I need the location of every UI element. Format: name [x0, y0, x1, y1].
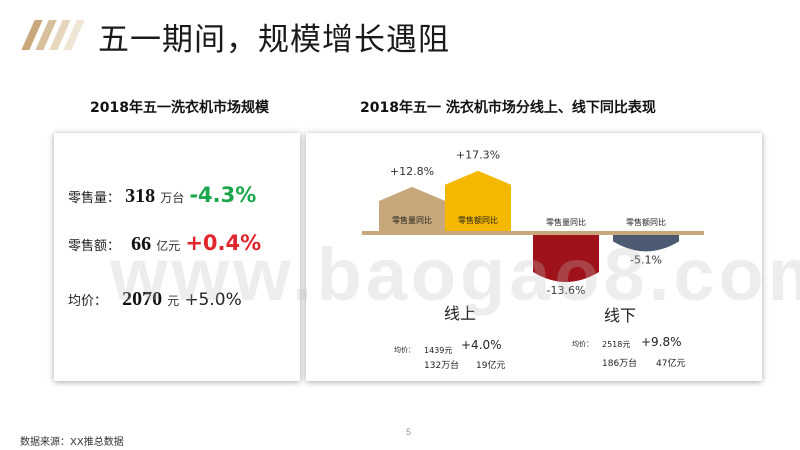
market-size-panel: 零售量： 318 万台 -4.3% 零售额： 66 亿元 +0.4% 均价： 2… [54, 133, 300, 381]
yoy-chart: +12.8% 零售量同比 +17.3% 零售额同比 -13.6% 零售量同比 -5.1% 零售… [362, 149, 704, 297]
metric-value: 2070 [122, 288, 163, 310]
metric-value: 318 [125, 185, 156, 207]
page-number: 5 [406, 427, 412, 437]
bar-3 [613, 233, 679, 252]
metric-volume: 零售量： 318 万台 -4.3% [68, 183, 256, 208]
left-heading: 2018年五一洗衣机市场规模 [90, 100, 269, 116]
value-label: +12.8% [390, 165, 434, 178]
bar-label: 零售量同比 [392, 215, 432, 225]
offline-price-label: 均价： [572, 340, 593, 348]
online-volume: 132万台 [424, 361, 460, 371]
data-source: 数据来源：XX推总数据 [20, 437, 124, 448]
header-decoration [21, 20, 85, 50]
metric-revenue: 零售额： 66 亿元 +0.4% [68, 231, 261, 256]
online-price-label: 均价： [394, 346, 415, 354]
metric-value: 66 [131, 233, 152, 255]
metric-label: 零售量： [68, 191, 121, 206]
metric-price: 均价： 2070 元 +5.0% [68, 288, 242, 311]
metric-unit: 亿元 [156, 239, 181, 253]
metric-unit: 万台 [160, 191, 185, 205]
bar-label: 零售额同比 [458, 215, 498, 225]
right-heading: 2018年五一 洗衣机市场分线上、线下同比表现 [360, 100, 656, 116]
bar-2 [533, 233, 599, 282]
metric-change: -4.3% [189, 183, 257, 207]
offline-revenue: 47亿元 [656, 359, 686, 369]
online-price: 1439元 [424, 346, 453, 355]
value-label: -5.1% [630, 253, 662, 266]
offline-price: 2518元 [602, 340, 631, 349]
metric-change: +5.0% [184, 290, 242, 310]
value-label: -13.6% [547, 284, 586, 297]
offline-price-change: +9.8% [641, 335, 682, 349]
value-label: +17.3% [456, 149, 500, 162]
bar-0 [379, 186, 445, 233]
page-title: 五一期间，规模增长遇阻 [98, 22, 450, 58]
group-label-online: 线上 [444, 304, 477, 323]
bar-label: 零售量同比 [546, 217, 586, 227]
offline-volume: 186万台 [602, 359, 638, 369]
metric-label: 零售额： [68, 239, 121, 254]
online-offline-panel: +12.8% 零售量同比 +17.3% 零售额同比 -13.6% 零售量同比 -5.1% 零售… [306, 133, 762, 381]
bar-label: 零售额同比 [626, 217, 666, 227]
group-label-offline: 线下 [604, 306, 637, 325]
bar-1 [445, 170, 511, 233]
metric-label: 均价： [68, 294, 108, 309]
metric-change: +0.4% [185, 231, 262, 255]
online-price-change: +4.0% [461, 338, 502, 352]
online-revenue: 19亿元 [476, 361, 506, 371]
metric-unit: 元 [167, 294, 180, 308]
